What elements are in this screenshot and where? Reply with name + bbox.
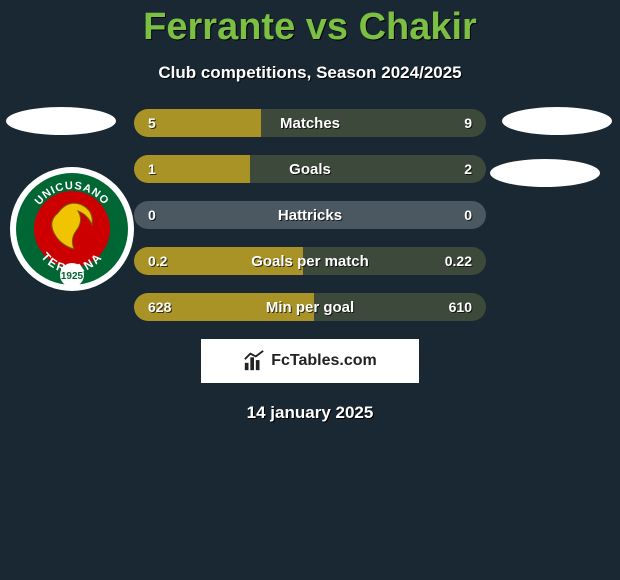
stat-bar: 628610Min per goal (134, 293, 486, 321)
page-title: Ferrante vs Chakir (0, 0, 620, 49)
stat-bar: 59Matches (134, 109, 486, 137)
stat-bar-left-fill (134, 247, 303, 275)
stat-bar-right-fill (250, 155, 486, 183)
stat-bar: 12Goals (134, 155, 486, 183)
stat-bar-left-fill (134, 109, 261, 137)
stat-bar-right-fill (261, 109, 486, 137)
date-stamp: 14 january 2025 (0, 403, 620, 423)
player-right-badge-placeholder-2 (490, 159, 600, 187)
player-left-badge-placeholder (6, 107, 116, 135)
brand-watermark: FcTables.com (201, 339, 419, 383)
stat-bar-right-fill (303, 247, 486, 275)
comparison-panel: UNICUSANO TERNANA 1925 59Matches 12Goals 0… (0, 107, 620, 423)
stat-bar: 0 0Hattricks (134, 201, 486, 229)
club-crest: UNICUSANO TERNANA 1925 (8, 165, 136, 293)
svg-text:1925: 1925 (61, 271, 84, 282)
stat-label: Hattricks (134, 207, 486, 224)
stat-right-value: 0 (464, 207, 472, 223)
stat-bar-left-fill (134, 293, 314, 321)
stat-bar-right-fill (314, 293, 486, 321)
player-right-badge-placeholder-1 (502, 107, 612, 135)
stat-bars: 59Matches 12Goals 0 0Hattricks 0.20.22Goals … (134, 107, 486, 321)
page-subtitle: Club competitions, Season 2024/2025 (0, 63, 620, 83)
bar-chart-icon (243, 350, 265, 372)
brand-text: FcTables.com (271, 352, 377, 370)
stat-bar-left-fill (134, 155, 250, 183)
stat-left-value: 0 (148, 207, 156, 223)
stat-bar: 0.20.22Goals per match (134, 247, 486, 275)
